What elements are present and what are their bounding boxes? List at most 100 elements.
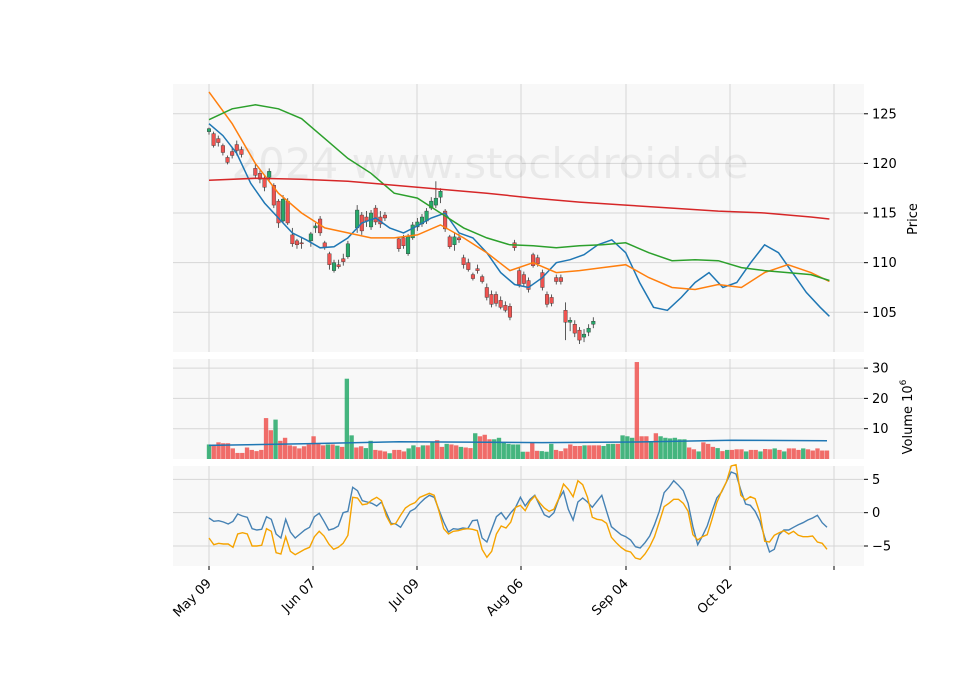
candle-58 xyxy=(503,301,508,313)
volume-bar-67 xyxy=(525,451,530,459)
candle-72 xyxy=(568,317,573,332)
volume-bar-95 xyxy=(658,436,663,459)
candle-body-76 xyxy=(586,327,591,333)
candle-body-75 xyxy=(582,333,587,338)
volume-bar-34 xyxy=(368,440,373,459)
volume-bar-56 xyxy=(473,433,478,459)
candle-body-16 xyxy=(290,234,295,245)
candle-body-27 xyxy=(345,243,350,257)
candle-body-7 xyxy=(239,149,244,155)
volume-bar-4 xyxy=(225,443,231,459)
volume-bar-96 xyxy=(663,437,668,459)
volume-bar-120 xyxy=(777,449,782,459)
volume-bar-42 xyxy=(406,448,411,459)
volume-bar-15 xyxy=(278,440,283,459)
volume-bar-66 xyxy=(520,451,525,459)
candle-body-68 xyxy=(549,297,554,304)
candle-62 xyxy=(521,271,526,287)
volume-bar-45 xyxy=(420,445,426,459)
volume-bar-82 xyxy=(596,445,601,459)
candle-body-3 xyxy=(220,145,225,153)
volume-bar-20 xyxy=(301,446,307,459)
volume-bar-48 xyxy=(435,440,440,459)
volume-bar-9 xyxy=(249,449,254,459)
volume-bar-31 xyxy=(354,447,359,459)
volume-bar-79 xyxy=(582,445,587,459)
volume-bar-70 xyxy=(539,451,544,459)
volume-bar-32 xyxy=(358,446,364,459)
volume-bar-16 xyxy=(282,437,288,459)
candle-61 xyxy=(517,267,522,288)
volume-bar-5 xyxy=(230,448,235,459)
candle-64 xyxy=(531,252,536,268)
candle-74 xyxy=(577,327,582,345)
volume-bar-104 xyxy=(701,442,706,459)
candle-body-35 xyxy=(396,238,401,249)
candle-body-69 xyxy=(554,277,559,282)
volume-bar-54 xyxy=(463,447,468,459)
volume-bar-52 xyxy=(454,445,459,459)
candle-body-72 xyxy=(568,320,573,323)
volume-bar-106 xyxy=(710,446,716,459)
volume-bar-30 xyxy=(349,435,354,459)
candle-body-46 xyxy=(447,236,452,247)
volume-bar-128 xyxy=(815,448,820,459)
volume-bar-27 xyxy=(335,445,340,459)
candle-43 xyxy=(433,181,438,209)
volume-bar-121 xyxy=(782,451,787,459)
candle-7 xyxy=(239,146,244,158)
osc-ytick-label-1: 0 xyxy=(872,506,880,521)
candle-75 xyxy=(582,329,587,343)
candle-16 xyxy=(290,227,295,247)
watermark-text: 2024 www.stockdroid.de xyxy=(231,139,748,188)
candle-body-0 xyxy=(206,128,211,132)
volume-bar-60 xyxy=(492,439,497,459)
candle-19 xyxy=(308,231,313,247)
volume-bar-87 xyxy=(620,435,625,459)
volume-bar-93 xyxy=(648,442,654,459)
volume-bar-7 xyxy=(240,452,245,459)
price-ytick-label-1: 110 xyxy=(872,256,897,271)
candle-body-71 xyxy=(563,310,568,323)
price-ytick-label-3: 120 xyxy=(872,157,897,172)
candle-body-67 xyxy=(544,294,549,305)
candle-body-52 xyxy=(475,268,480,271)
candle-17 xyxy=(294,238,299,249)
candle-body-23 xyxy=(327,253,332,265)
candle-body-44 xyxy=(438,190,443,198)
candle-body-12 xyxy=(271,185,276,206)
volume-bar-97 xyxy=(667,438,673,459)
volume-bar-40 xyxy=(396,449,402,459)
volume-bar-81 xyxy=(591,445,597,459)
volume-bar-46 xyxy=(425,445,430,459)
volume-bar-125 xyxy=(801,448,806,459)
candle-body-56 xyxy=(494,294,499,304)
candle-body-47 xyxy=(452,236,457,245)
volume-bar-28 xyxy=(339,446,345,459)
volume-bar-24 xyxy=(320,445,326,459)
candle-body-28 xyxy=(355,209,360,229)
volume-bar-108 xyxy=(720,451,725,459)
candle-body-63 xyxy=(526,280,531,290)
volume-bar-64 xyxy=(511,444,516,459)
candle-32 xyxy=(373,205,378,225)
volume-bar-25 xyxy=(325,444,331,459)
price-series-layer xyxy=(206,91,830,345)
volume-bar-118 xyxy=(767,449,773,459)
volume-bar-11 xyxy=(259,449,264,459)
volume-bar-100 xyxy=(682,439,687,459)
candle-body-58 xyxy=(503,305,508,311)
candle-50 xyxy=(466,258,471,272)
volume-bar-53 xyxy=(458,446,464,459)
volume-bar-38 xyxy=(387,453,392,459)
candle-4 xyxy=(225,155,230,165)
candle-body-17 xyxy=(294,240,299,246)
volume-bar-71 xyxy=(544,451,549,459)
volume-bar-36 xyxy=(377,450,383,459)
volume-bar-111 xyxy=(734,449,739,459)
volume-bar-99 xyxy=(677,439,682,459)
candle-body-54 xyxy=(484,287,489,298)
x-tick-label-5: Oct 02 xyxy=(695,576,736,617)
candle-body-18 xyxy=(299,242,304,245)
